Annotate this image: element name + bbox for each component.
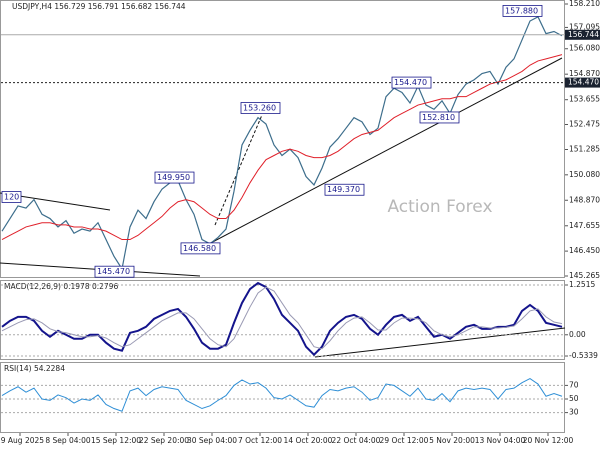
y-tick-label: 150.080 [569,170,600,179]
x-tick-label: 5 Nov 20:00 [429,436,475,445]
annotation-box [391,76,432,89]
y-tick-label: 154.870 [569,69,600,78]
y-tick-label: 152.475 [569,120,600,129]
price-marker [565,77,600,88]
annotation-box [154,171,195,184]
price-marker-label: 154.470 [568,78,599,87]
x-tick-label: 20 Nov 12:00 [523,436,574,445]
series-line [1,378,563,412]
x-tick-label: 8 Sep 04:00 [45,436,91,445]
y-tick-label: 157.095 [569,22,600,31]
price-marker [565,29,600,40]
annotation-label: 145.470 [97,267,130,276]
y-tick-label: 151.285 [569,145,600,154]
annotation-box [94,265,135,278]
annotation-box [240,102,281,114]
series-line [1,54,563,241]
x-tick-label: 30 Sep 04:00 [187,436,237,445]
y-tick-label: 1.2515 [569,280,595,289]
annotation-label: 149.370 [327,185,360,194]
x-tick-label: 14 Oct 20:00 [284,436,333,445]
y-tick-label: 50 [569,394,579,403]
rsi-pane [0,362,565,433]
price-marker-label: 156.744 [568,30,599,39]
y-tick-label: 156.080 [569,44,600,53]
annotation-box [324,183,365,196]
y-tick-label: 148.870 [569,195,600,204]
annotation-box [1,191,22,203]
y-tick-label: 70 [569,380,579,389]
annotation-label: 157.880 [505,6,538,15]
y-tick-label: 153.655 [569,95,600,104]
series-line [1,281,563,357]
annotation-label: 153.260 [243,104,276,113]
series-line [1,15,563,271]
annotation-label: 146.580 [183,244,216,253]
x-tick-label: 29 Oct 12:00 [380,436,429,445]
y-tick-label: 158.210 [569,0,600,8]
macd-trend-line [314,327,566,358]
y-tick-label: 147.655 [569,221,600,230]
x-tick-label: 22 Sep 20:00 [139,436,189,445]
y-tick-label: 0.00 [569,330,586,339]
x-tick-label: 29 Aug 2025 [0,436,44,445]
annotation-label: 154.470 [394,78,427,87]
annotation-label: 149.950 [157,173,190,182]
annotation-label: 120 [4,193,19,202]
annotation-box [419,111,460,124]
macd-title: MACD(12,26,9) 0.1978 0.2796 [4,282,118,291]
y-tick-label: 146.450 [569,246,600,255]
x-tick-label: 7 Oct 12:00 [238,436,282,445]
trend-line [204,57,563,247]
swing-line [214,114,263,226]
price-title: USDJPY,H4 156.729 156.791 156.682 156.74… [12,2,186,11]
x-tick-label: 22 Oct 04:00 [332,436,381,445]
x-tick-label: 13 Nov 04:00 [475,436,526,445]
watermark: Action Forex [387,197,492,217]
y-tick-label: 30 [569,408,579,417]
y-tick-label: -0.5339 [569,351,598,360]
rsi-title: RSI(14) 54.2284 [4,364,65,373]
y-tick-label: 145.265 [569,271,600,280]
annotation-box [180,242,221,255]
series-line [1,286,563,350]
x-tick-label: 15 Sep 12:00 [91,436,141,445]
price-pane [0,0,565,278]
annotation-label: 152.810 [422,113,455,122]
macd-pane [0,280,565,360]
annotation-box [502,5,543,17]
